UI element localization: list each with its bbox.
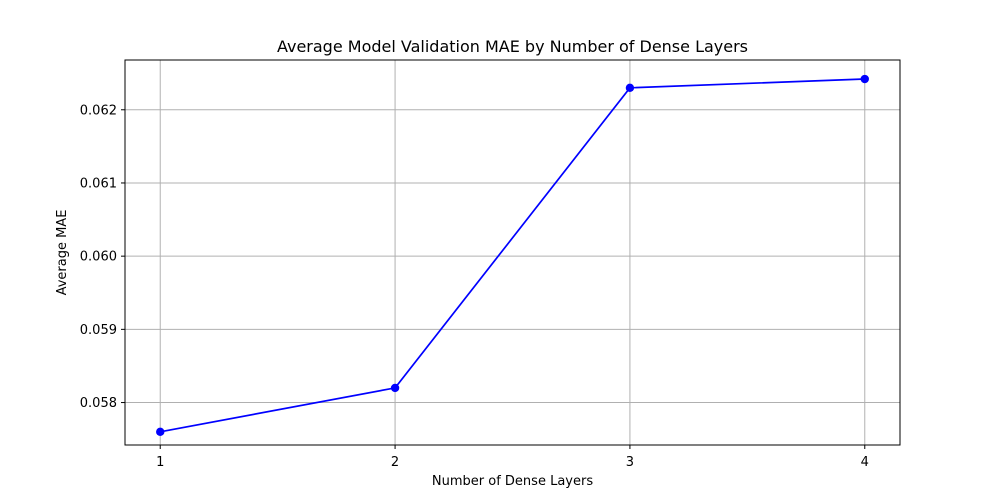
y-tick-label: 0.059 (80, 323, 117, 338)
y-tick-label: 0.062 (80, 103, 117, 118)
plot-area (125, 60, 900, 445)
data-point (390, 383, 400, 393)
series-layer (156, 74, 869, 437)
x-tick-label: 1 (156, 455, 164, 470)
y-tick-label: 0.058 (80, 396, 117, 411)
plot-frame (124, 59, 901, 446)
x-tick-label: 4 (861, 455, 869, 470)
data-point (625, 83, 635, 93)
x-tick-label: 2 (391, 455, 399, 470)
chart-title: Average Model Validation MAE by Number o… (277, 37, 748, 56)
y-tick-label: 0.061 (80, 176, 117, 191)
y-axis: 0.058 0.059 0.060 0.061 0.062 (80, 103, 125, 411)
y-tick-label: 0.060 (80, 250, 117, 265)
x-tick-label: 3 (626, 455, 634, 470)
y-axis-title: Average MAE (55, 210, 70, 296)
data-point (156, 427, 165, 437)
data-point (860, 74, 869, 84)
grid-lines (125, 60, 900, 445)
series-line (160, 78, 865, 433)
x-axis: 1 2 3 4 (156, 445, 869, 470)
x-axis-title: Number of Dense Layers (432, 474, 593, 489)
